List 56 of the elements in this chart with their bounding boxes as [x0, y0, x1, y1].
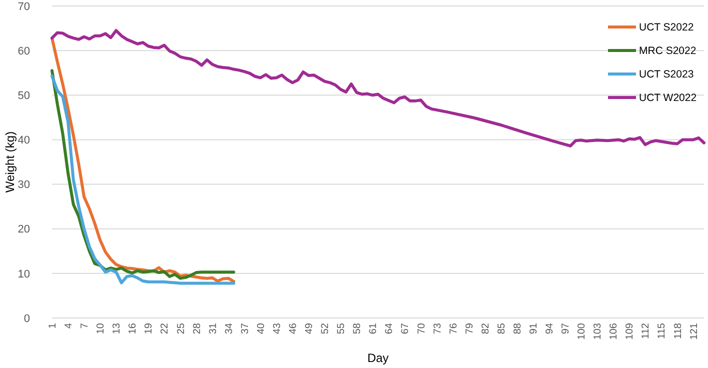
y-tick-label: 10: [18, 268, 30, 280]
x-tick-label: 37: [240, 322, 251, 334]
x-tick-label: 49: [304, 322, 316, 334]
x-tick-label: 16: [128, 322, 139, 334]
y-tick-label: 70: [18, 0, 30, 13]
y-tick-label: 50: [18, 90, 30, 102]
x-tick-label: 10: [96, 322, 107, 334]
y-tick-label: 40: [18, 134, 30, 147]
x-tick-label: 103: [592, 322, 604, 340]
x-tick-label: 100: [576, 322, 588, 340]
x-tick-label: 19: [144, 322, 155, 334]
x-tick-label: 46: [288, 322, 299, 334]
x-tick-label: 55: [336, 322, 348, 334]
x-tick-label: 82: [480, 322, 492, 334]
x-tick-label: 25: [176, 322, 187, 334]
x-tick-label: 121: [688, 322, 700, 340]
y-tick-label: 30: [18, 179, 30, 192]
x-tick-label: 28: [192, 322, 203, 334]
x-tick-label: 97: [560, 322, 572, 334]
x-tick-label: 7: [80, 322, 91, 329]
legend-label: UCT S2023: [639, 68, 694, 81]
x-tick-label: 4: [64, 322, 75, 329]
y-tick-label: 60: [18, 45, 30, 58]
legend-label: UCT S2022: [639, 22, 694, 34]
x-tick-label: 73: [432, 322, 444, 334]
x-tick-label: 34: [224, 322, 235, 334]
x-axis-title: Day: [367, 351, 389, 365]
x-tick-label: 58: [352, 322, 364, 334]
x-tick-label: 106: [608, 322, 620, 340]
x-tick-label: 112: [640, 322, 652, 339]
x-tick-label: 88: [512, 322, 524, 334]
x-tick-label: 40: [256, 322, 267, 334]
x-tick-label: 70: [416, 322, 428, 334]
legend-label: MRC S2022: [639, 45, 696, 58]
legend-label: UCT W2022: [639, 92, 697, 104]
x-tick-label: 43: [272, 322, 283, 334]
x-tick-label: 31: [208, 322, 219, 334]
x-tick-label: 76: [448, 322, 460, 334]
y-tick-label: 0: [24, 312, 30, 325]
x-tick-label: 109: [624, 322, 636, 340]
y-axis-title: Weight (kg): [3, 131, 17, 193]
x-tick-label: 115: [656, 322, 668, 339]
x-tick-label: 64: [384, 322, 396, 334]
x-tick-label: 52: [320, 322, 332, 334]
x-tick-label: 67: [400, 322, 412, 334]
x-tick-label: 13: [112, 322, 123, 334]
y-tick-label: 20: [18, 224, 30, 236]
x-tick-label: 118: [672, 322, 684, 339]
x-tick-label: 91: [528, 322, 540, 334]
x-tick-label: 1: [48, 322, 58, 329]
line-series: [50, 29, 706, 148]
x-tick-label: 85: [496, 322, 508, 334]
x-tick-label: 22: [160, 322, 171, 334]
x-tick-label: 61: [368, 322, 380, 334]
x-tick-label: 94: [544, 322, 556, 334]
x-tick-label: 79: [464, 322, 476, 334]
